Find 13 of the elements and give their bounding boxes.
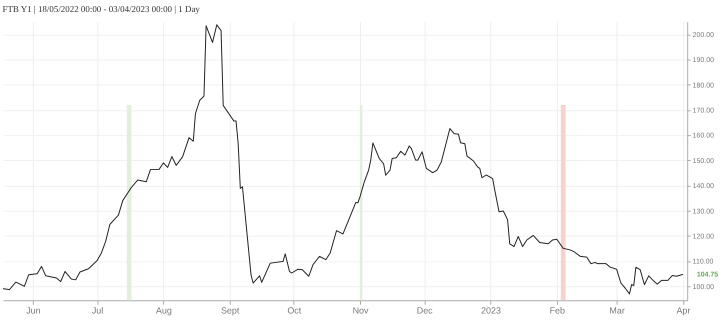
x-tick-label: Sept	[220, 306, 240, 316]
x-tick-label: Feb	[550, 306, 565, 316]
x-tick-label: Dec	[416, 306, 434, 316]
x-tick-label: Nov	[352, 306, 370, 316]
chart-title: FTB Y1 | 18/05/2022 00:00 - 03/04/2023 00:00 | 1 Day	[2, 4, 200, 14]
x-tick-label: Aug	[156, 306, 172, 316]
x-tick-label: Mar	[609, 306, 625, 316]
x-tick-label: Apr	[676, 306, 690, 316]
x-tick-label: Jul	[92, 306, 104, 316]
line-series	[2, 24, 684, 294]
x-tick-label: Oct	[287, 306, 302, 316]
x-tick-label: 2023	[481, 306, 501, 316]
x-tick-label: Jun	[26, 306, 41, 316]
